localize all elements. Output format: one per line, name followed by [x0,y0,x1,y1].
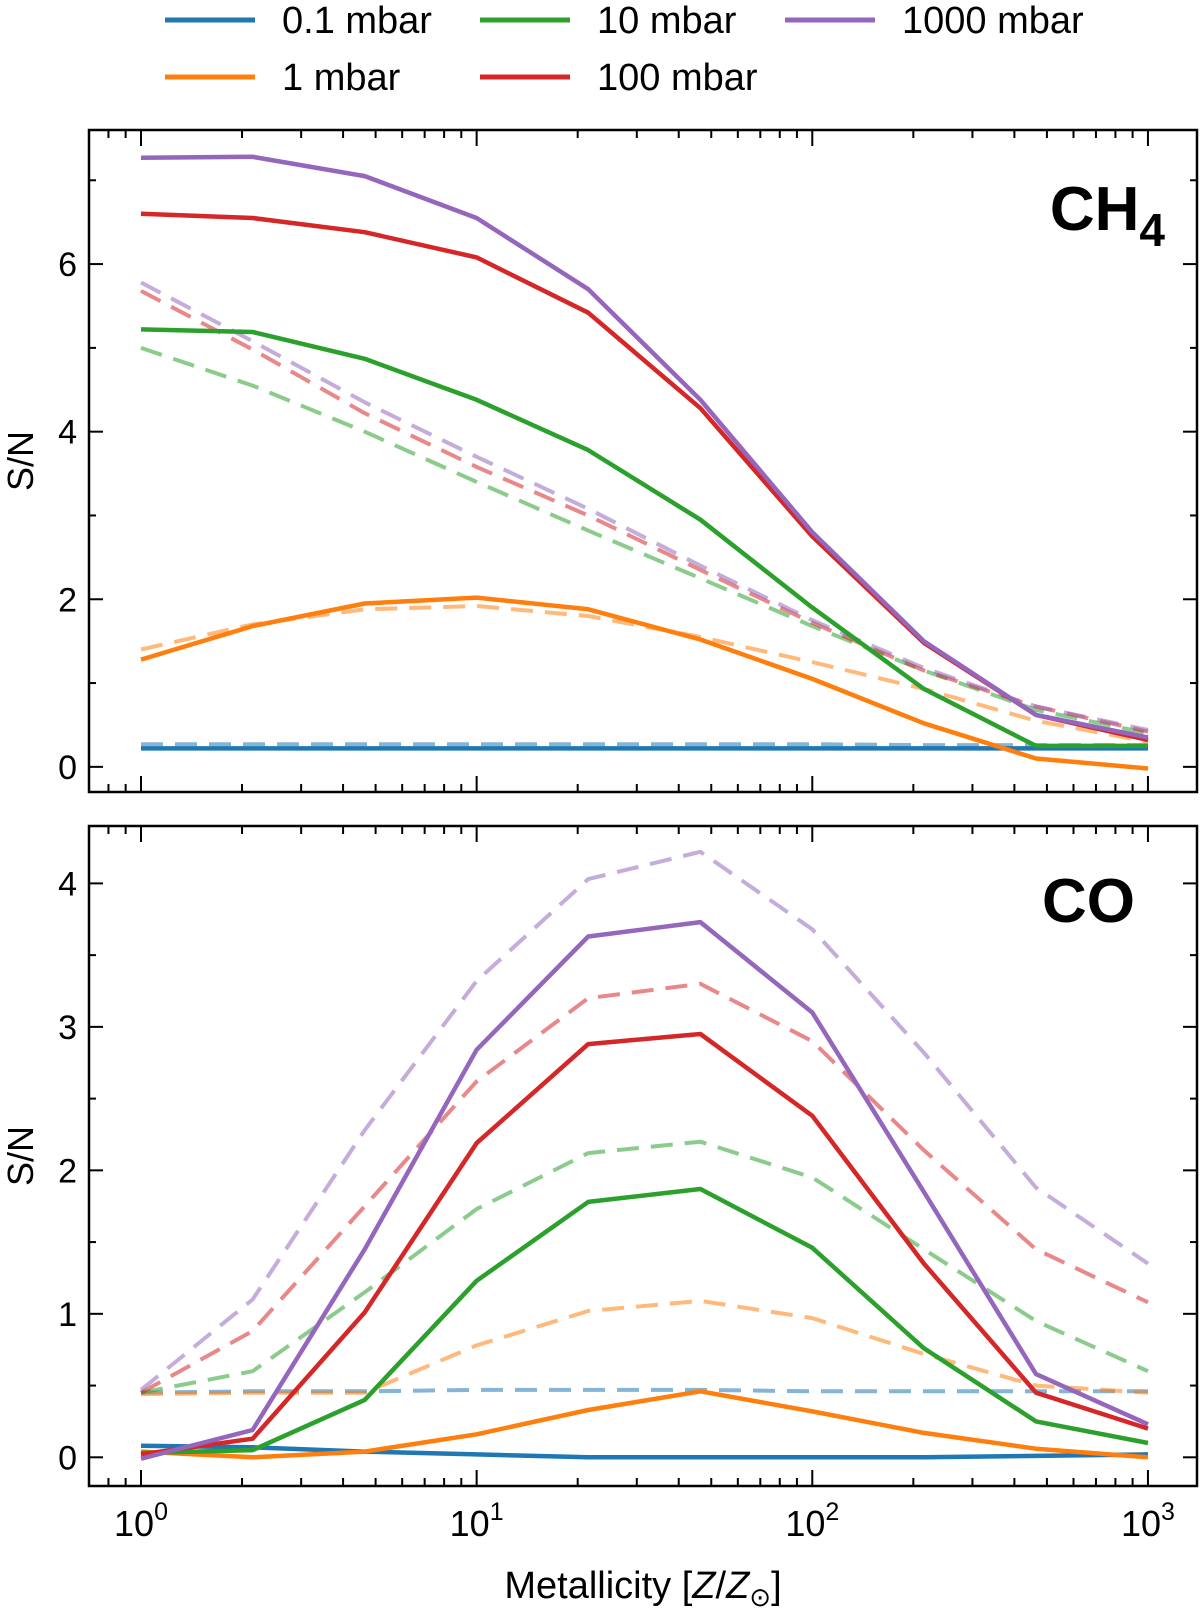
co-panel: 0 1 2 3 4 CO S/N [0,824,1199,1488]
co-line-0-1-mbar-solid [140,1443,1149,1460]
ch4-line-1-mbar-solid [140,595,1149,771]
ch4-ticks: 0 2 4 6 [58,130,1197,792]
legend: 0.1 mbar 10 mbar 1000 mbar 1 mbar 100 mbar [165,0,1084,99]
ch4-line-100-mbar-dashed [140,289,1149,734]
ch4-line-10-mbar-dashed [140,346,1149,736]
co-line-1000-mbar-solid [140,919,1149,1461]
ch4-axes-frame [87,128,1199,794]
co-y-tick-label: 4 [58,865,77,903]
co-line-10-mbar-solid [140,1186,1149,1456]
ch4-y-tick-label: 6 [58,246,77,284]
legend-label: 10 mbar [597,0,737,42]
ch4-panel-title: CH4 [1050,175,1166,256]
co-y-tick-label: 3 [58,1009,77,1047]
co-y-tick-label: 2 [58,1152,77,1190]
legend-entry: 1000 mbar [785,0,1084,42]
x-tick-label: 102 [785,1498,839,1544]
ch4-series-layer [140,154,1149,771]
legend-entry: 1 mbar [165,57,401,99]
co-line-1000-mbar-dashed [139,849,1150,1392]
legend-entry: 0.1 mbar [165,0,432,42]
legend-label: 100 mbar [597,57,758,99]
ch4-panel: 0 2 4 6 CH4 S/N [0,128,1199,794]
ch4-line-10-mbar-solid [140,327,1148,749]
legend-label: 1 mbar [282,57,401,99]
co-line-1-mbar-solid [140,1389,1149,1460]
x-tick-labels: 100 101 102 103 [114,1498,1175,1544]
ch4-y-tick-label: 2 [58,581,77,619]
co-line-10-mbar-dashed [140,1139,1149,1395]
co-series-layer [139,849,1150,1461]
co-ticks: 0 1 2 3 4 [58,826,1197,1486]
ch4-line-1000-mbar-dashed [140,280,1149,732]
x-tick-label: 101 [450,1498,504,1544]
legend-entry: 100 mbar [480,57,758,99]
legend-label: 1000 mbar [902,0,1084,42]
ch4-y-axis-label: S/N [0,431,41,491]
co-y-axis-label: S/N [0,1126,41,1186]
x-tick-label: 100 [114,1498,168,1544]
ch4-y-tick-label: 4 [58,414,77,452]
co-y-tick-label: 1 [58,1296,77,1334]
co-panel-title: CO [1042,867,1135,936]
co-axes-frame [87,824,1199,1488]
legend-label: 0.1 mbar [282,0,432,42]
co-y-tick-label: 0 [58,1439,77,1477]
x-tick-label: 103 [1121,1498,1175,1544]
ch4-y-tick-label: 0 [58,749,77,787]
ch4-line-1000-mbar-solid [140,154,1149,740]
co-line-1-mbar-dashed [140,1298,1149,1397]
x-axis-label: Metallicity [Z/Z⊙] [504,1565,781,1612]
ch4-line-100-mbar-solid [140,211,1149,743]
co-line-100-mbar-solid [140,1031,1149,1457]
co-line-100-mbar-dashed [140,981,1149,1395]
legend-entry: 10 mbar [480,0,737,42]
